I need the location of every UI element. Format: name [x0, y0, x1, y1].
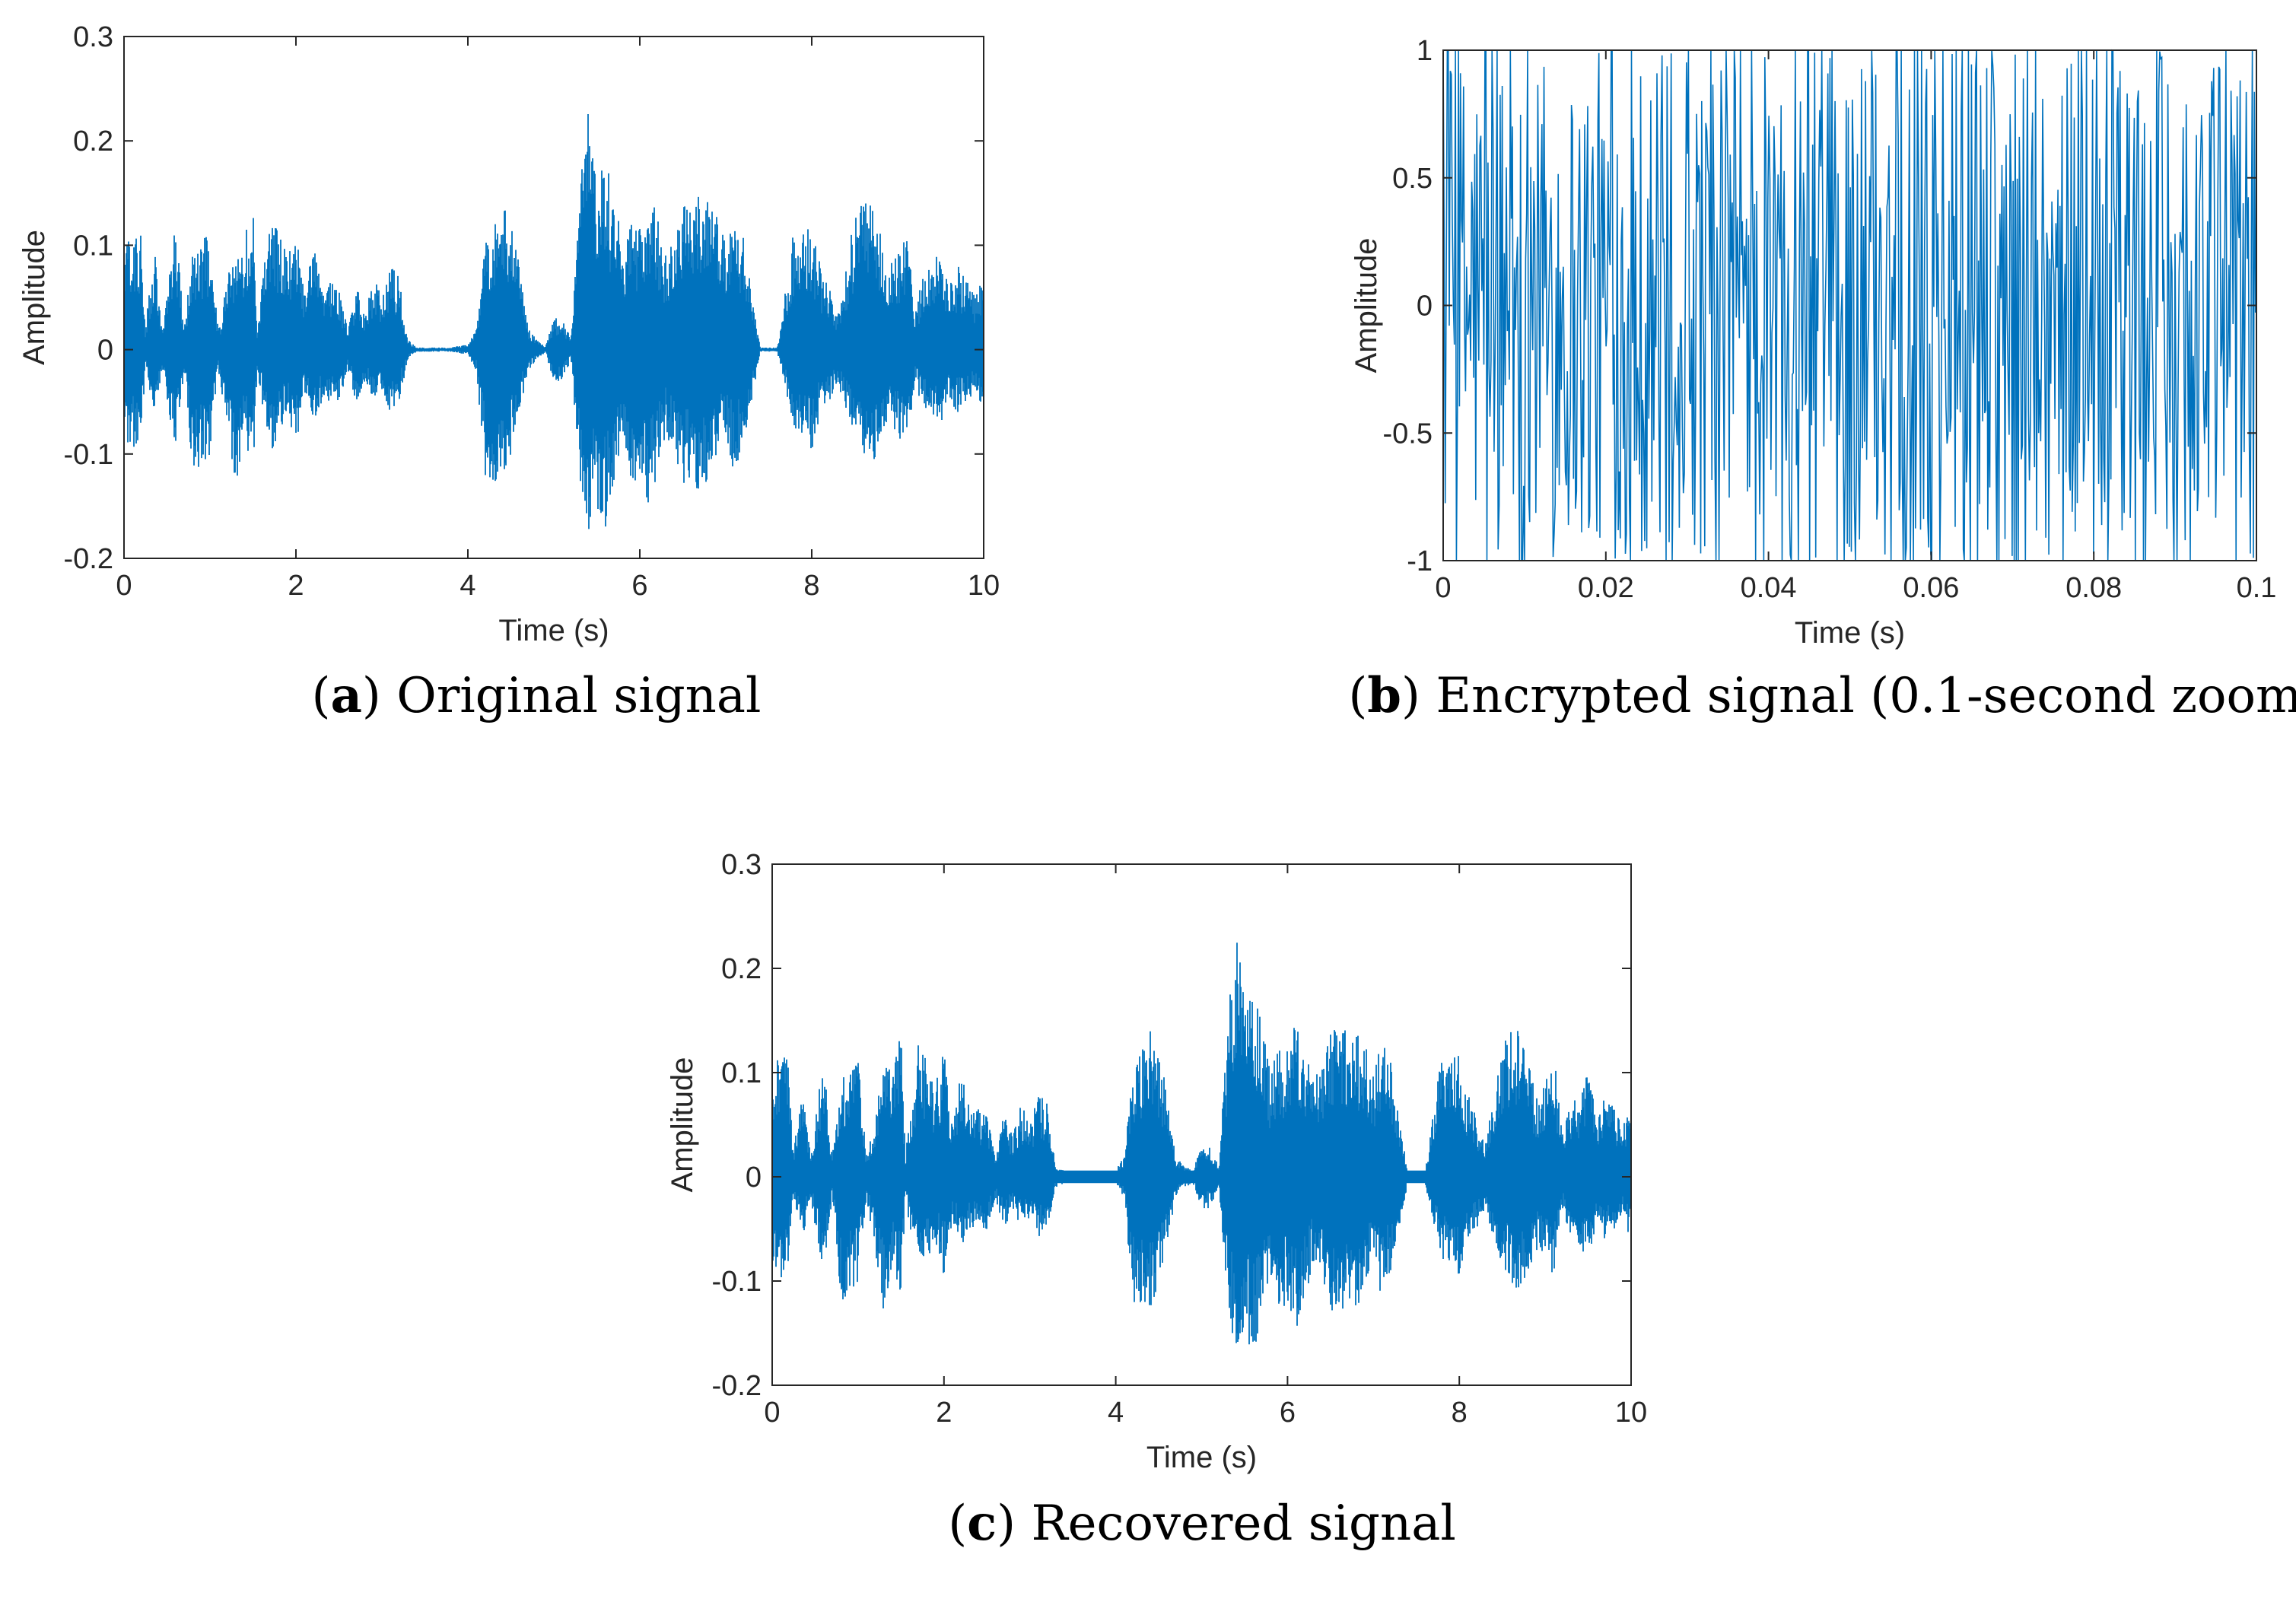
x-tick-label: 10: [1615, 1397, 1647, 1429]
y-tick-label: -0.2: [64, 543, 113, 575]
caption-open-paren: (: [1348, 668, 1367, 724]
y-tick-label: 0.5: [1392, 163, 1433, 195]
x-tick-label: 0.08: [2065, 572, 2122, 604]
y-tick-label: -1: [1407, 545, 1433, 577]
caption-text: Original signal: [396, 668, 761, 724]
y-tick-label: 0: [97, 335, 113, 367]
y-tick-label: -0.5: [1383, 418, 1433, 450]
axes-box: [123, 36, 984, 559]
caption-open-paren: (: [311, 668, 330, 724]
x-tick-label: 4: [460, 570, 475, 602]
y-tick-label: 0.2: [73, 126, 113, 157]
y-tick-label: 0: [746, 1162, 762, 1194]
y-tick-label: 0.3: [721, 849, 762, 881]
panel-caption: (a) Original signal: [311, 667, 761, 724]
y-tick-label: -0.1: [64, 439, 113, 471]
x-tick-label: 8: [803, 570, 819, 602]
caption-close-paren: ): [1401, 668, 1436, 724]
x-tick-label: 0.02: [1578, 572, 1634, 604]
x-tick-label: 2: [936, 1397, 952, 1429]
x-axis-label: Time (s): [1146, 1441, 1257, 1474]
caption-close-paren: ): [362, 668, 396, 724]
y-tick-label: 1: [1417, 35, 1433, 67]
caption-letter: c: [967, 1495, 997, 1552]
signal-trace: [1442, 49, 2257, 561]
caption-letter: a: [330, 667, 361, 724]
y-tick-label: 0.3: [73, 21, 113, 53]
x-tick-label: 2: [288, 570, 304, 602]
caption-close-paren: ): [997, 1496, 1031, 1552]
y-tick-label: 0.1: [73, 230, 113, 262]
x-tick-label: 6: [1280, 1397, 1296, 1429]
x-tick-label: 0: [1435, 572, 1451, 604]
y-axis-label: Amplitude: [666, 1057, 699, 1193]
x-tick-label: 0.1: [2237, 572, 2277, 604]
panel-c: 0 2 4 6 8 10 -0.2 -0.1 0 0.1 0.2 0.3 Time (s) Amplitu…: [666, 849, 1647, 1552]
caption-text: Recovered signal: [1031, 1496, 1455, 1552]
x-axis-label: Time (s): [1795, 616, 1905, 650]
panel-caption: (c) Recovered signal: [948, 1495, 1456, 1552]
panel-b: 0 0.02 0.04 0.06 0.08 0.1 -1 -0.5 0 0.5 1 Time (s) A…: [1348, 35, 2296, 724]
x-tick-label: 10: [968, 570, 1000, 602]
caption-letter: b: [1367, 667, 1401, 724]
axes-box: [771, 863, 1632, 1386]
x-tick-label: 0: [764, 1397, 780, 1429]
y-tick-label: 0.1: [721, 1057, 762, 1089]
x-tick-label: 0.04: [1741, 572, 1797, 604]
x-tick-label: 0.06: [1903, 572, 1959, 604]
x-axis-label: Time (s): [498, 614, 609, 647]
x-tick-label: 0: [116, 570, 132, 602]
caption-open-paren: (: [948, 1496, 967, 1552]
x-tick-label: 6: [631, 570, 647, 602]
caption-text: Encrypted signal (0.1-second zoom): [1436, 668, 2296, 724]
y-tick-label: -0.1: [712, 1266, 762, 1298]
y-tick-label: 0.2: [721, 953, 762, 985]
panel-a: 0 2 4 6 8 10 -0.2 -0.1 0 0.1 0.2 0.3 Time (s) Amplitu…: [17, 21, 1000, 724]
x-tick-label: 4: [1108, 1397, 1124, 1429]
y-axis-label: Amplitude: [1350, 238, 1383, 374]
y-tick-label: 0: [1417, 291, 1433, 323]
panel-caption: (b) Encrypted signal (0.1-second zoom): [1348, 667, 2296, 724]
y-tick-label: -0.2: [712, 1370, 762, 1402]
x-tick-label: 8: [1452, 1397, 1468, 1429]
y-axis-label: Amplitude: [17, 230, 51, 365]
